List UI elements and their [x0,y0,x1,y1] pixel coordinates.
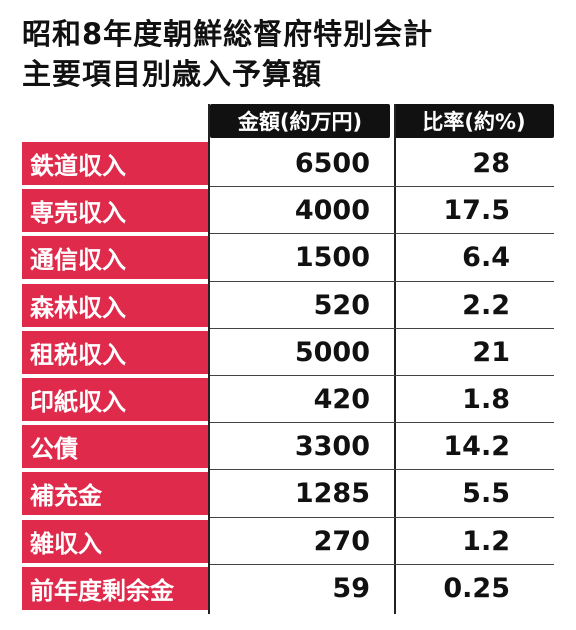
table-row: 雑収入 270 1.2 [22,518,554,565]
row-label: 租税収入 [22,330,208,374]
row-ratio: 1.8 [462,384,510,416]
row-amount: 1500 [294,242,370,274]
row-ratio: 17.5 [443,195,510,227]
row-amount: 270 [313,525,370,557]
row-amount: 520 [313,289,370,321]
title-line-2: 主要項目別歳入予算額 [22,57,323,91]
row-label: 専売収入 [22,189,208,233]
row-amount: 5000 [294,336,370,368]
header-ratio: 比率(約%) [394,104,554,138]
row-ratio: 28 [472,148,510,180]
row-amount: 420 [313,384,370,416]
budget-table: 鉄道収入 6500 28 専売収入 4000 17.5 通信収入 1500 6.… [22,140,554,612]
column-divider-left [208,104,210,614]
table-row: 通信収入 1500 6.4 [22,234,554,282]
table-row: 鉄道収入 6500 28 [22,140,554,188]
row-amount: 3300 [294,431,370,463]
row-label: 雑収入 [22,519,208,563]
table-row: 補充金 1285 5.5 [22,470,554,518]
row-label: 通信収入 [22,236,208,280]
row-label: 森林収入 [22,283,208,327]
row-amount: 6500 [294,148,370,180]
row-ratio: 2.2 [462,289,510,321]
column-divider-right [394,104,396,614]
row-label: 印紙収入 [22,377,208,421]
row-ratio: 0.25 [443,572,510,604]
row-ratio: 6.4 [462,242,510,274]
row-label: 前年度剰余金 [22,566,208,610]
table-row: 印紙収入 420 1.8 [22,376,554,424]
table-row: 森林収入 520 2.2 [22,282,554,329]
table-row: 専売収入 4000 17.5 [22,187,554,235]
row-label: 補充金 [22,472,208,516]
row-ratio: 14.2 [443,431,510,463]
row-amount: 59 [332,572,370,604]
row-ratio: 5.5 [462,478,510,510]
title-line-1: 昭和8年度朝鮮総督府特別会計 [22,17,434,51]
row-amount: 4000 [294,195,370,227]
table-row: 前年度剰余金 59 0.25 [22,565,554,612]
row-amount: 1285 [294,478,370,510]
table-row: 公債 3300 14.2 [22,423,554,471]
table-row: 租税収入 5000 21 [22,329,554,377]
row-label: 鉄道収入 [22,142,208,185]
row-ratio: 21 [472,336,510,368]
row-label: 公債 [22,425,208,469]
row-ratio: 1.2 [462,525,510,557]
header-amount: 金額(約万円) [210,104,390,138]
